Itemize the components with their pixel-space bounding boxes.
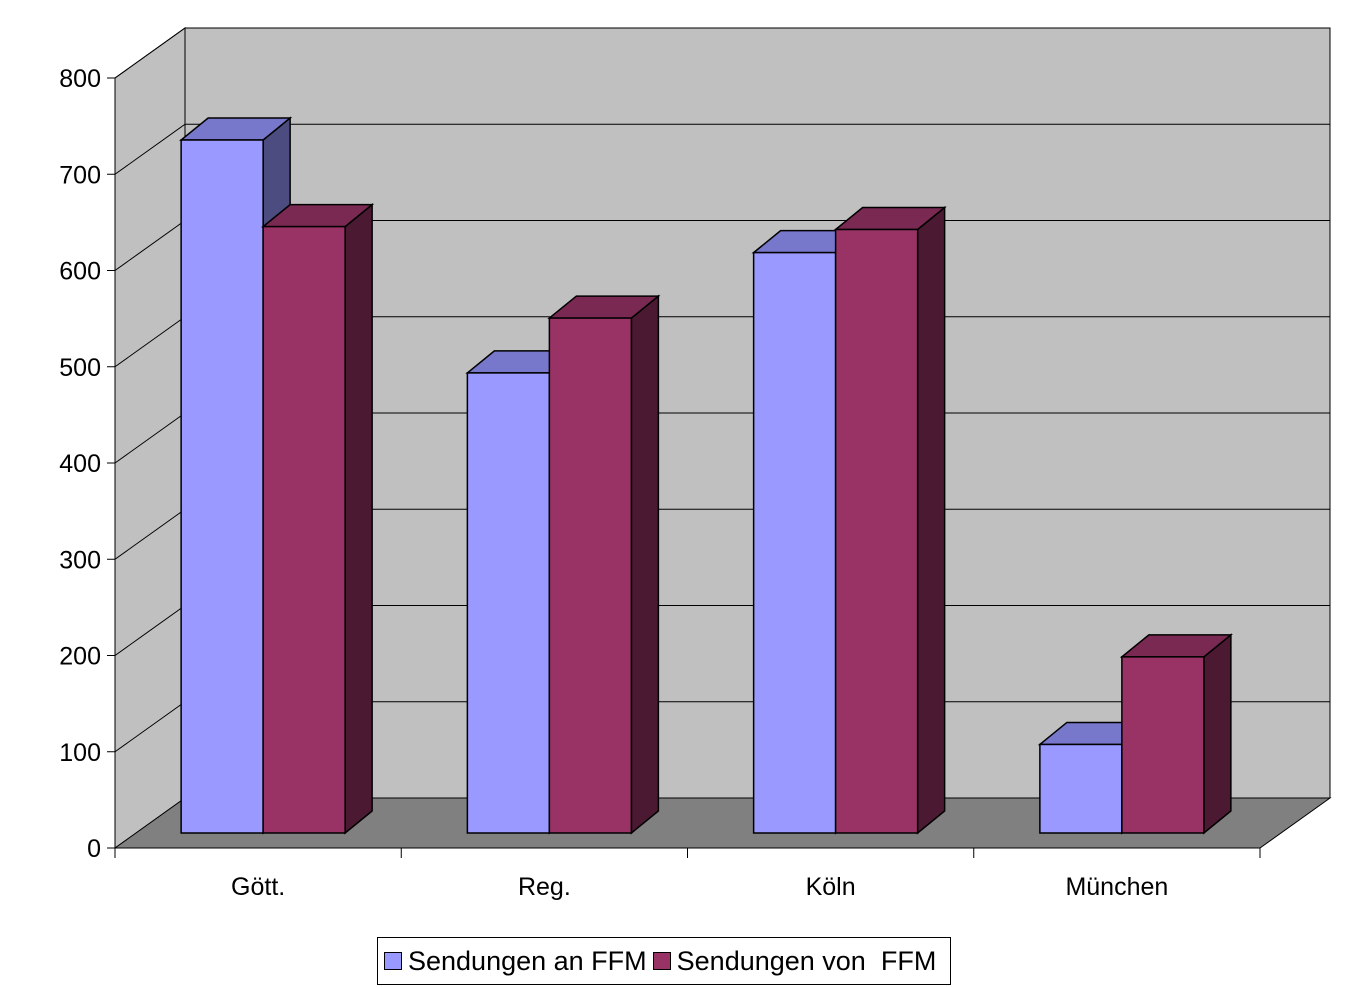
y-tick-label: 300 bbox=[59, 546, 101, 574]
gridline-depth bbox=[114, 27, 186, 79]
bar-front bbox=[834, 228, 919, 834]
bar-front bbox=[466, 372, 551, 834]
y-tick-label: 500 bbox=[59, 354, 101, 382]
bar-front bbox=[180, 139, 264, 834]
legend-swatch bbox=[384, 952, 402, 970]
gridline-depth bbox=[114, 701, 186, 753]
legend: Sendungen an FFM Sendungen von FFM bbox=[377, 937, 952, 985]
bar-front bbox=[1039, 743, 1123, 834]
y-tick-label: 0 bbox=[87, 835, 101, 863]
legend-label: Sendungen an FFM bbox=[408, 945, 647, 976]
bar-front bbox=[548, 317, 633, 834]
x-tick-labels: Gött. Reg. Köln München bbox=[231, 873, 1168, 901]
bar-front bbox=[262, 225, 346, 834]
gridline-depth bbox=[114, 123, 186, 175]
gridline-depth bbox=[114, 316, 186, 368]
y-tick-label: 700 bbox=[59, 161, 101, 189]
y-tick-label: 400 bbox=[59, 450, 101, 478]
legend-label: Sendungen von FFM bbox=[676, 945, 937, 976]
gridline-depth bbox=[114, 220, 186, 271]
y-tick-label: 200 bbox=[59, 643, 101, 671]
bar-side bbox=[630, 294, 660, 835]
y-tick-label: 600 bbox=[59, 258, 101, 286]
y-tick-label: 100 bbox=[59, 739, 101, 767]
bar-side bbox=[1203, 633, 1232, 835]
x-tick-label: Köln bbox=[806, 873, 856, 901]
gridline-depth bbox=[114, 508, 186, 560]
gridline-depth bbox=[114, 605, 186, 656]
x-tick-label: Reg. bbox=[518, 873, 571, 901]
x-tick-label: München bbox=[1065, 873, 1168, 901]
axes bbox=[107, 77, 1261, 858]
bar-side bbox=[916, 205, 946, 835]
x-tick-label: Gött. bbox=[231, 873, 285, 901]
y-tick-label: 800 bbox=[59, 65, 101, 93]
bar-2-Gött. bbox=[261, 203, 375, 835]
gridline-depth bbox=[114, 412, 186, 464]
bars bbox=[179, 116, 1233, 835]
bar-2-Reg. bbox=[547, 294, 661, 835]
legend-swatch bbox=[652, 952, 671, 970]
bar-side bbox=[344, 203, 373, 835]
bar-front bbox=[752, 251, 837, 834]
bar-2-München bbox=[1119, 633, 1233, 835]
bar-front bbox=[1121, 656, 1205, 834]
bar-2-Köln bbox=[833, 205, 947, 835]
y-tick-labels: 0 100 200 300 400 500 600 700 800 bbox=[59, 65, 101, 863]
legend-item-series-1: Sendungen an FFM bbox=[384, 946, 647, 977]
legend-item-series-2: Sendungen von FFM bbox=[652, 945, 937, 977]
